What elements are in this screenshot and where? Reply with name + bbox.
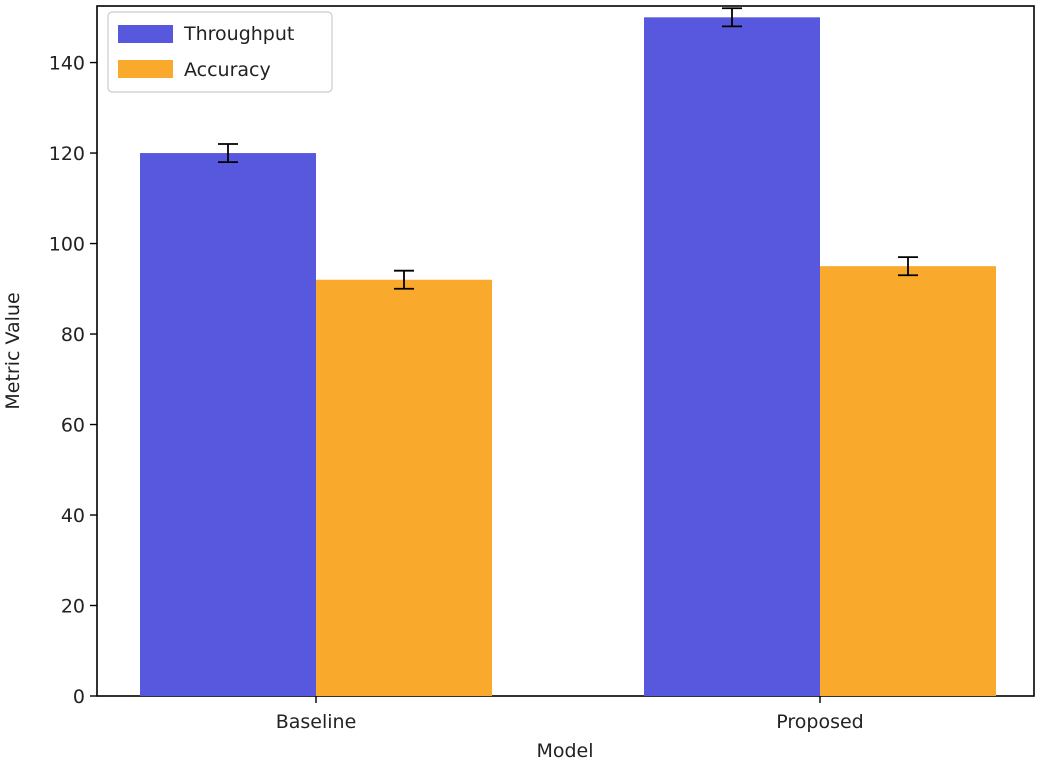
y-tick-label-20: 20 (61, 596, 85, 618)
y-tick-label-140: 140 (49, 53, 85, 75)
bar-throughput-baseline (140, 153, 316, 696)
legend-swatch-accuracy (118, 60, 173, 78)
y-tick-label-100: 100 (49, 234, 85, 256)
legend-label-accuracy: Accuracy (184, 59, 271, 81)
legend-label-throughput: Throughput (183, 23, 294, 45)
y-tick-label-40: 40 (61, 505, 85, 527)
errorbar-accuracy-proposed (898, 256, 918, 277)
x-tick-label-proposed: Proposed (776, 711, 863, 733)
y-tick-label-80: 80 (61, 324, 85, 346)
bar-throughput-proposed (644, 17, 820, 697)
x-axis-title: Model (536, 740, 593, 762)
y-tick-label-60: 60 (61, 415, 85, 437)
y-tick-label-0: 0 (73, 686, 85, 708)
errorbar-throughput-proposed (722, 7, 742, 28)
plot-frame (96, 5, 1035, 697)
errorbar-accuracy-baseline (394, 269, 414, 290)
y-axis: 0 20 40 60 80 100 120 140 (49, 53, 97, 708)
errorbar-throughput-baseline (218, 143, 238, 163)
bar-accuracy-proposed (820, 266, 996, 696)
bar-accuracy-baseline (316, 279, 492, 696)
y-axis-title: Metric Value (2, 292, 24, 409)
x-axis: Baseline Proposed (276, 696, 864, 733)
error-bars-group (218, 7, 918, 290)
x-tick-label-baseline: Baseline (276, 711, 357, 733)
legend: Throughput Accuracy (107, 11, 333, 93)
legend-swatch-throughput (118, 25, 173, 43)
bars-group (140, 17, 996, 697)
y-tick-label-120: 120 (49, 143, 85, 165)
